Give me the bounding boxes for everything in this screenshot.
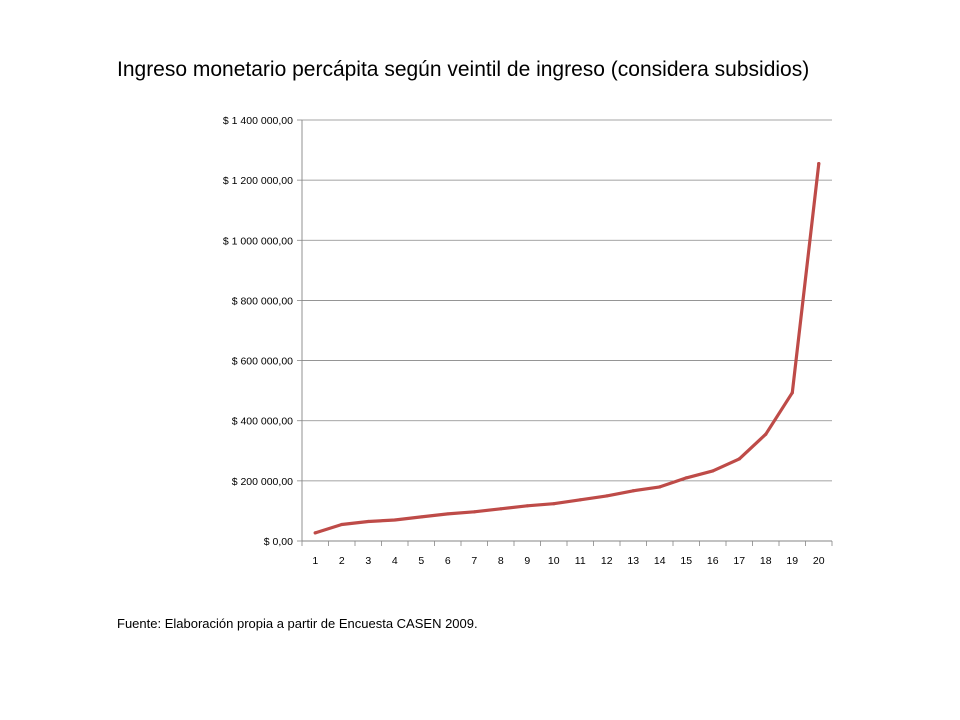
- x-tick-label: 20: [813, 555, 825, 567]
- x-tick-label: 16: [707, 555, 719, 567]
- data-point: [552, 502, 556, 506]
- y-tick-label: $ 800 000,00: [232, 295, 293, 307]
- y-tick-labels: $ 0,00 $ 200 000,00 $ 400 000,00 $ 600 000,…: [223, 115, 293, 548]
- data-point: [684, 476, 688, 480]
- data-point: [472, 510, 476, 514]
- x-tick-label: 4: [392, 555, 398, 567]
- x-tick-label: 9: [524, 555, 530, 567]
- x-tick-labels: 1 2 3 4 5 6 7 8 9 10 11 12 13 14 15 16 17 18 19 20: [312, 555, 824, 567]
- data-point: [366, 519, 370, 524]
- x-tick-label: 10: [548, 555, 560, 567]
- x-tick-label: 12: [601, 555, 613, 567]
- data-point: [419, 515, 423, 519]
- y-tick-label: $ 1 400 000,00: [223, 115, 293, 127]
- x-tick-label: 19: [786, 555, 798, 567]
- x-tick-label: 15: [680, 555, 692, 567]
- data-point: [393, 518, 397, 522]
- series-layer: [313, 162, 821, 535]
- x-tick-label: 2: [339, 555, 345, 567]
- y-tick-label: $ 400 000,00: [232, 416, 293, 428]
- data-point: [525, 504, 529, 508]
- chart-title: Ingreso monetario percápita según veinti…: [117, 58, 810, 81]
- gridlines: [302, 119, 832, 482]
- y-tick-label: $ 600 000,00: [232, 356, 293, 368]
- data-point: [737, 457, 741, 461]
- x-tick-label: 1: [312, 555, 318, 567]
- y-tick-label: $ 1 200 000,00: [223, 175, 293, 187]
- x-tick-label: 8: [498, 555, 504, 567]
- data-point: [578, 498, 582, 502]
- x-tick-label: 3: [365, 555, 371, 567]
- x-tick-label: 6: [445, 555, 451, 567]
- y-tick-label: $ 1 000 000,00: [223, 235, 293, 247]
- data-point: [605, 494, 609, 498]
- data-point: [764, 432, 768, 436]
- source-note: Fuente: Elaboración propia a partir de E…: [117, 616, 478, 631]
- y-tick-label: $ 0,00: [264, 536, 293, 548]
- series-line: [313, 162, 821, 535]
- data-point: [817, 162, 821, 166]
- data-point: [313, 531, 317, 535]
- x-tick-label: 5: [418, 555, 424, 567]
- axes: [297, 119, 833, 546]
- x-tick-label: 18: [760, 555, 772, 567]
- data-point: [499, 507, 503, 511]
- x-tick-label: 11: [575, 555, 586, 567]
- x-tick-label: 13: [627, 555, 639, 567]
- x-tick-label: 7: [471, 555, 477, 567]
- data-point: [658, 485, 662, 489]
- data-point: [446, 512, 450, 516]
- x-tick-label: 17: [733, 555, 745, 567]
- x-tick-label: 14: [654, 555, 666, 567]
- data-point: [790, 391, 794, 395]
- y-tick-label: $ 200 000,00: [232, 476, 293, 488]
- data-point: [340, 522, 344, 527]
- data-point: [711, 469, 715, 473]
- data-point: [631, 489, 635, 493]
